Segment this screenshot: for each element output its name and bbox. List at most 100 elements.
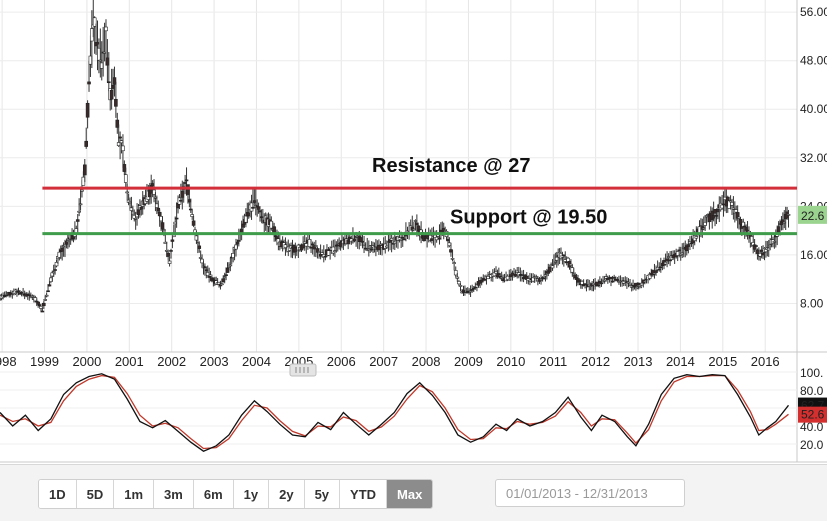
candle-body [609,276,613,280]
candle-body [82,164,87,176]
range-button-5d[interactable]: 5D [76,480,115,508]
candle-body [84,140,89,147]
y-tick-label: 56.00 [800,5,827,19]
candle-body [314,245,318,247]
candle-body [539,279,543,281]
candle-body [468,290,473,293]
range-button-1y[interactable]: 1y [233,480,270,508]
x-tick-label: 2007 [369,354,398,369]
candle-body [166,252,170,257]
candle-body [228,264,233,267]
candle-body [123,174,128,183]
oscillator-y-tick-label: 80.0 [800,384,824,398]
candle-body [415,222,419,226]
candle-body [668,259,672,262]
candle-body [77,210,81,213]
x-tick-label: 2014 [666,354,695,369]
panel-resize-handle[interactable] [289,363,317,377]
candle-body [458,285,463,287]
candle-body [399,238,403,241]
candle-body [304,243,309,247]
candle-body [392,241,397,244]
candle-body [654,270,658,273]
candle-body [331,246,336,254]
candle-body [40,310,45,313]
x-tick-label: 2003 [200,354,229,369]
candle-body [515,270,520,273]
candle-body [528,279,532,282]
candle-body [190,214,194,217]
range-button-ytd[interactable]: YTD [340,480,388,508]
candle-body [452,262,456,264]
candle-body [326,250,331,256]
candle-body [754,245,758,247]
candle-body [786,214,791,216]
annotation-label: Support @ 19.50 [450,207,607,229]
date-range-input[interactable] [495,479,685,507]
candle-body [114,98,118,107]
candle-body [652,272,657,275]
candle-body [359,237,363,242]
candle-body [360,240,365,243]
range-button-5y[interactable]: 5y [304,480,341,508]
range-button-2y[interactable]: 2y [269,480,305,508]
candle-body [162,229,166,231]
oscillator-y-tick-label: 40.0 [800,420,824,434]
candle-body [457,281,461,285]
candle-body [599,282,604,285]
candle-body [43,299,48,301]
x-tick-label: 2002 [157,354,186,369]
y-tick-label: 40.00 [800,102,827,116]
candle-body [486,276,490,280]
range-button-max[interactable]: Max [387,480,433,508]
candle-body [534,276,539,279]
candle-body [694,236,699,239]
candle-body [323,255,328,258]
x-tick-label: 2011 [539,354,567,369]
y-tick-label: 8.00 [800,296,824,310]
oscillator-value-label: 52.6 [801,408,825,422]
x-tick-label: 2001 [115,354,144,369]
candle-body [121,145,125,152]
range-button-3m[interactable]: 3m [154,480,194,508]
candle-body [169,250,173,252]
x-tick-label: 2000 [72,354,101,369]
candle-body [301,244,305,249]
x-tick-label: 2009 [454,354,483,369]
x-tick-label: 2016 [751,354,780,369]
candle-body [610,280,615,283]
candle-body [44,294,49,297]
candle-body [317,251,321,253]
oscillator-value-badge [798,406,827,423]
oscillator-y-tick-label: 20.0 [800,438,824,452]
candle-body [309,246,313,249]
x-tick-label: 2010 [496,354,525,369]
candle-body [470,289,474,291]
candle-body [42,302,46,307]
candle-body [85,102,90,118]
x-tick-label: 2015 [708,354,737,369]
candle-body [172,234,176,238]
x-tick-label: 2006 [327,354,356,369]
candle-body [425,234,429,238]
candle-body [483,279,487,281]
candle-body [352,238,357,242]
candle-body [125,191,129,194]
last-price-badge [798,205,827,224]
annotation-label: Resistance @ 27 [372,155,530,177]
candle-body [112,77,117,85]
candle-body [378,243,383,246]
oscillator-line [0,373,790,452]
candle-body [75,219,80,222]
range-button-1m[interactable]: 1m [114,480,155,508]
candle-body [54,262,59,267]
candle-body [107,81,111,84]
candle-body [552,263,556,265]
candle-body [447,242,452,247]
range-toolbar: 1D 5D 1m 3m 6m 1y 2y 5y YTD Max [0,464,827,521]
candle-body [170,239,175,242]
candle-body [53,269,57,271]
range-button-6m[interactable]: 6m [193,480,234,508]
candle-body [220,283,224,286]
range-button-1d[interactable]: 1D [39,480,77,508]
